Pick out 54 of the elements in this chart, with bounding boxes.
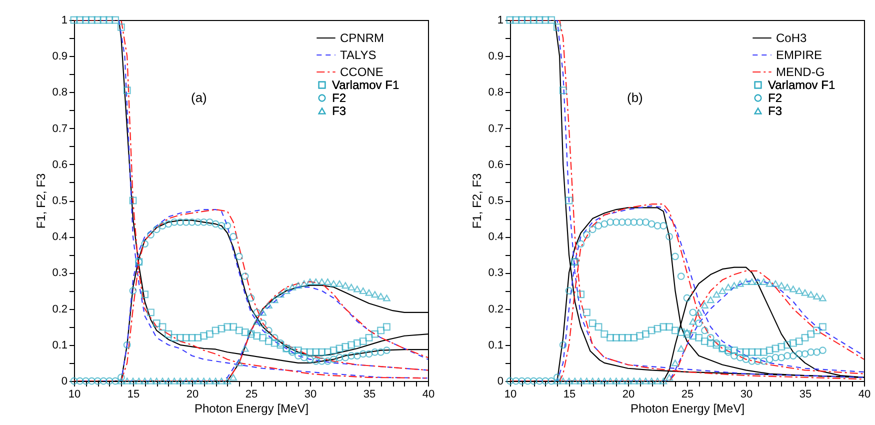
y-tick-label: 0.8 xyxy=(52,86,68,99)
legend-label: CCONE xyxy=(340,65,384,79)
y-tick-label: 0.6 xyxy=(52,158,68,171)
x-tick-label: 20 xyxy=(622,388,635,400)
x-tick-label: 10 xyxy=(68,388,81,400)
x-tick-label: 30 xyxy=(740,388,753,400)
x-axis-title: Photon Energy [MeV] xyxy=(630,402,745,416)
legend-label: F2 xyxy=(332,91,346,105)
y-tick-label: 0.8 xyxy=(488,86,504,99)
legend-label: MEND-G xyxy=(776,65,825,79)
legend-label: Varlamov F1 xyxy=(768,78,836,92)
x-tick-label: 15 xyxy=(563,388,576,400)
y-tick-label: 0.7 xyxy=(52,122,68,135)
y-tick-label: 0.6 xyxy=(488,158,504,171)
y-tick-label: 0 xyxy=(61,376,68,388)
y-tick-label: 0.9 xyxy=(488,50,504,63)
y-axis-title: F1, F2, F3 xyxy=(34,173,48,229)
legend-label: CPNRM xyxy=(340,31,384,45)
y-tick-label: 0.1 xyxy=(488,339,504,352)
y-tick-label: 0.3 xyxy=(52,267,68,280)
x-tick-label: 20 xyxy=(186,388,199,400)
x-tick-label: 25 xyxy=(245,388,258,400)
legend-label: Varlamov F1 xyxy=(332,78,400,92)
legend-label: F2 xyxy=(768,91,782,105)
x-tick-label: 25 xyxy=(681,388,694,400)
y-tick-label: 0.4 xyxy=(488,231,504,244)
y-tick-label: 0.9 xyxy=(52,50,68,63)
y-tick-label: 0.2 xyxy=(52,303,68,316)
x-axis-title: Photon Energy [MeV] xyxy=(194,402,309,416)
legend-label: EMPIRE xyxy=(776,48,822,62)
x-tick-label: 35 xyxy=(799,388,812,400)
y-axis-title: F1, F2, F3 xyxy=(470,173,484,229)
y-tick-label: 1 xyxy=(61,14,68,26)
legend-label: F3 xyxy=(768,104,782,118)
y-tick-label: 0.7 xyxy=(488,122,504,135)
legend-label: CoH3 xyxy=(776,31,808,45)
legend-label: F3 xyxy=(332,104,346,118)
y-tick-label: 0.4 xyxy=(52,231,68,244)
y-tick-label: 0.5 xyxy=(488,195,504,207)
x-tick-label: 15 xyxy=(127,388,140,400)
y-tick-label: 0.2 xyxy=(488,303,504,316)
y-tick-label: 0.3 xyxy=(488,267,504,280)
x-tick-label: 35 xyxy=(363,388,376,400)
x-tick-label: 40 xyxy=(422,388,435,400)
legend-label: TALYS xyxy=(340,48,376,62)
annotation: (a) xyxy=(191,90,207,105)
y-tick-label: 0 xyxy=(497,376,504,388)
x-tick-label: 10 xyxy=(504,388,517,400)
y-tick-label: 1 xyxy=(497,14,504,26)
x-tick-label: 40 xyxy=(858,388,871,400)
y-tick-label: 0.5 xyxy=(52,195,68,207)
x-tick-label: 30 xyxy=(304,388,317,400)
y-tick-label: 0.1 xyxy=(52,339,68,352)
annotation: (b) xyxy=(627,90,643,105)
